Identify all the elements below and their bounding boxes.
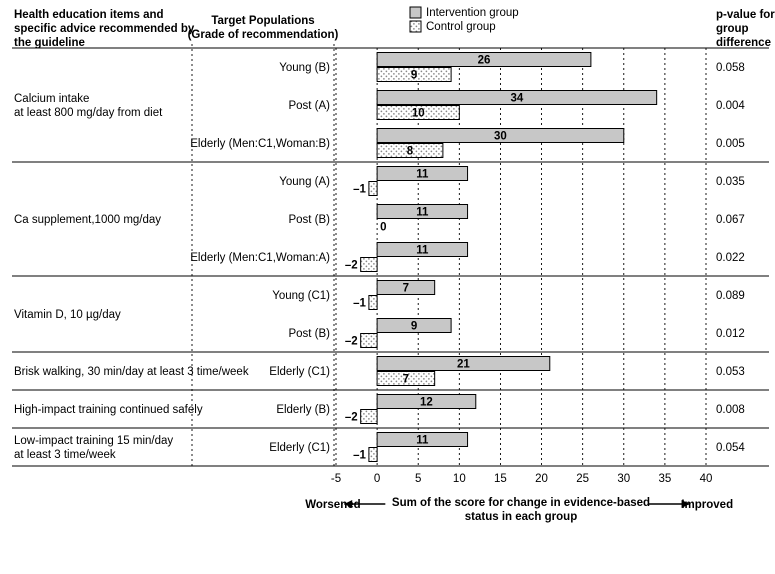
header-population: Target Populations(Grade of recommendati… (188, 15, 339, 41)
figure: Health education items andspecific advic… (0, 0, 775, 574)
value-control: –2 (345, 336, 358, 348)
population-label: Young (C1) (272, 290, 330, 302)
axis-tick-label: 40 (700, 473, 713, 485)
population-label: Post (A) (288, 100, 330, 112)
p-value: 0.035 (716, 176, 745, 188)
axis-tick-label: 25 (576, 473, 589, 485)
value-intervention: 9 (411, 321, 417, 333)
population-label: Elderly (Men:C1,Woman:B) (190, 138, 330, 150)
population-label: Post (B) (288, 328, 330, 340)
header-items: Health education items andspecific advic… (14, 9, 195, 49)
item-label: Ca supplement,1000 mg/day (14, 214, 161, 226)
legend-swatch-control (410, 21, 421, 32)
population-label: Elderly (B) (276, 404, 330, 416)
legend-label-intervention: Intervention group (426, 7, 519, 19)
axis-right-word: Improved (681, 499, 733, 511)
legend-swatch-intervention (410, 7, 421, 18)
p-value: 0.089 (716, 290, 745, 302)
legend-label-control: Control group (426, 21, 496, 33)
value-intervention: 11 (416, 169, 429, 181)
axis-tick-label: 0 (374, 473, 380, 485)
item-label: High-impact training continued safely (14, 404, 203, 416)
item-label: Brisk walking, 30 min/day at least 3 tim… (14, 366, 249, 378)
bar-control (369, 296, 377, 310)
value-intervention: 7 (403, 283, 409, 295)
axis-tick-label: 35 (658, 473, 671, 485)
value-intervention: 12 (420, 397, 433, 409)
p-value: 0.008 (716, 404, 745, 416)
population-label: Elderly (C1) (269, 442, 330, 454)
value-control: –2 (345, 260, 358, 272)
p-value: 0.058 (716, 62, 745, 74)
value-control: –1 (353, 298, 366, 310)
value-control: –2 (345, 412, 358, 424)
value-control: –1 (353, 184, 366, 196)
item-label: Low-impact training 15 min/dayat least 3… (14, 435, 173, 461)
population-label: Elderly (C1) (269, 366, 330, 378)
value-intervention: 34 (510, 93, 523, 105)
bar-control (369, 182, 377, 196)
population-label: Young (B) (279, 62, 330, 74)
value-intervention: 26 (478, 55, 491, 67)
value-intervention: 11 (416, 435, 429, 447)
axis-tick-label: 10 (453, 473, 466, 485)
p-value: 0.012 (716, 328, 745, 340)
value-intervention: 11 (416, 245, 429, 257)
p-value: 0.067 (716, 214, 745, 226)
value-intervention: 30 (494, 131, 507, 143)
axis-tick-label: -5 (331, 473, 341, 485)
item-label: Calcium intakeat least 800 mg/day from d… (14, 93, 163, 119)
value-intervention: 21 (457, 359, 470, 371)
bar-control (361, 258, 377, 272)
axis-left-word: Worsened (305, 499, 360, 511)
p-value: 0.022 (716, 252, 745, 264)
population-label: Young (A) (279, 176, 330, 188)
chart-svg: Health education items andspecific advic… (0, 0, 775, 574)
population-label: Elderly (Men:C1,Woman:A) (190, 252, 330, 264)
population-label: Post (B) (288, 214, 330, 226)
header-pvalue: p-value forgroupdifference (716, 9, 775, 49)
axis-title: Sum of the score for change in evidence-… (392, 497, 650, 523)
value-intervention: 11 (416, 207, 429, 219)
value-control: 10 (412, 108, 425, 120)
value-control: –1 (353, 450, 366, 462)
p-value: 0.054 (716, 442, 745, 454)
bar-control (361, 410, 377, 424)
axis-tick-label: 30 (617, 473, 630, 485)
bar-control (369, 448, 377, 462)
value-control: 8 (407, 146, 414, 158)
axis-tick-label: 5 (415, 473, 421, 485)
p-value: 0.005 (716, 138, 745, 150)
value-control: 0 (380, 222, 386, 234)
axis-tick-label: 15 (494, 473, 507, 485)
item-label: Vitamin D, 10 µg/day (14, 309, 121, 321)
axis-tick-label: 20 (535, 473, 548, 485)
p-value: 0.053 (716, 366, 745, 378)
p-value: 0.004 (716, 100, 745, 112)
value-control: 7 (403, 374, 409, 386)
bar-control (361, 334, 377, 348)
value-control: 9 (411, 70, 417, 82)
